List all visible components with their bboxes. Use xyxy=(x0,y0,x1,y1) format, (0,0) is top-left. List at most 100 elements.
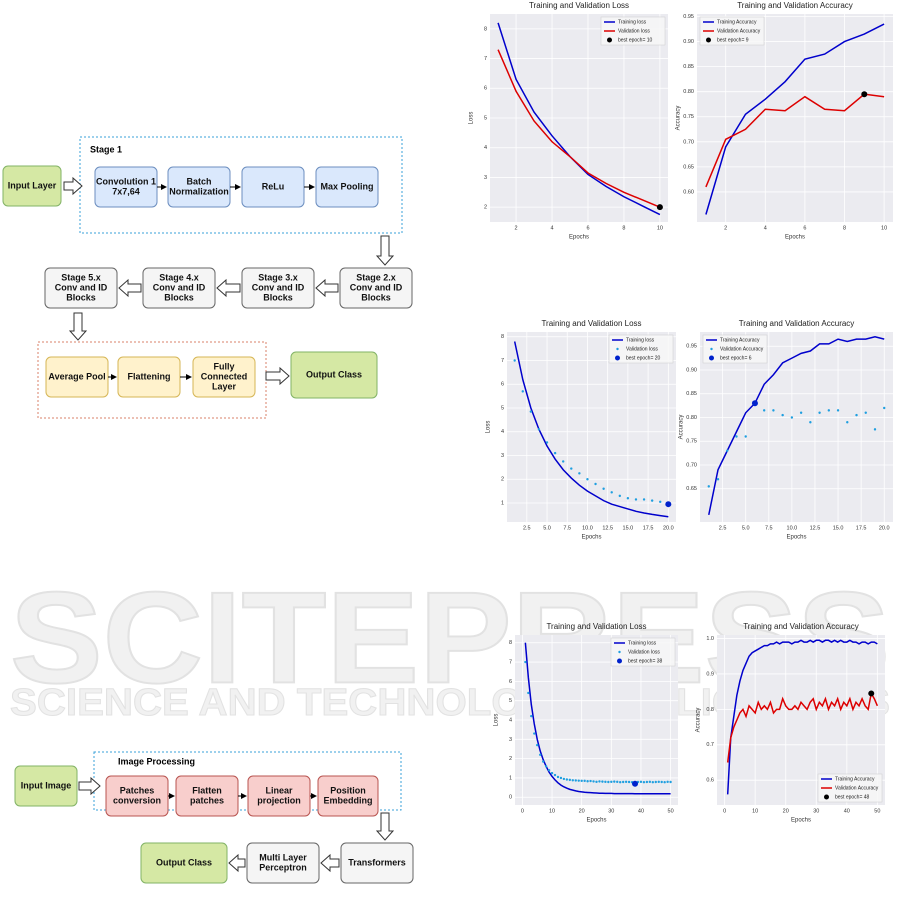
series-marker xyxy=(601,780,604,783)
node-label: Fully xyxy=(213,361,234,371)
series-marker xyxy=(578,472,581,475)
node-label: Stage 2.x xyxy=(356,272,396,282)
legend-label: Training Accuracy xyxy=(720,337,760,343)
node-label: Input Layer xyxy=(8,180,57,190)
x-axis-label: Epochs xyxy=(569,235,589,241)
y-tick-label: 0.90 xyxy=(686,367,697,373)
legend-label: Training Accuracy xyxy=(835,776,875,782)
best-marker xyxy=(656,204,663,211)
chart-title: Training and Validation Accuracy xyxy=(737,1,853,10)
diagram-node: Output Class xyxy=(140,842,228,884)
y-tick-label: 6 xyxy=(509,679,512,685)
y-tick-label: 0.75 xyxy=(683,114,694,120)
series-marker xyxy=(735,435,738,438)
node-box xyxy=(246,842,320,884)
x-tick-label: 10.0 xyxy=(582,525,593,531)
y-axis-label: Accuracy xyxy=(676,106,682,131)
series-marker xyxy=(762,409,766,412)
node-label: Position xyxy=(330,785,366,795)
y-tick-label: 4 xyxy=(509,717,512,723)
node-label: Normalization xyxy=(169,186,229,196)
node-label: Blocks xyxy=(361,292,391,302)
series-line xyxy=(513,341,669,518)
series-marker xyxy=(864,411,867,414)
legend-swatch xyxy=(709,355,714,361)
series-marker xyxy=(627,780,631,784)
series-marker xyxy=(666,780,669,784)
y-tick-label: 3 xyxy=(509,737,512,743)
best-marker xyxy=(665,501,672,508)
series-marker xyxy=(594,482,597,486)
y-tick-label: 0 xyxy=(509,795,512,801)
flow-arrow xyxy=(228,853,246,873)
y-tick-label: 8 xyxy=(484,26,487,32)
series-marker xyxy=(607,780,610,784)
series-marker xyxy=(618,494,622,498)
flow-arrow xyxy=(265,366,290,386)
series-marker xyxy=(570,467,573,470)
legend-swatch xyxy=(710,347,713,351)
series-marker xyxy=(533,732,536,735)
node-label: Transformers xyxy=(348,857,406,867)
series-marker xyxy=(604,780,607,784)
x-tick-label: 20 xyxy=(579,808,585,814)
chart-title: Training and Validation Loss xyxy=(546,622,646,631)
x-tick-label: 5.0 xyxy=(742,525,750,531)
series-marker xyxy=(547,769,551,772)
series-marker xyxy=(577,779,580,782)
series-marker xyxy=(616,780,619,784)
y-tick-label: 0.70 xyxy=(683,139,694,145)
diagram-node: Flattening xyxy=(117,356,181,398)
series-marker xyxy=(716,478,720,481)
flow-arrow xyxy=(320,853,340,873)
y-tick-label: 8 xyxy=(509,640,512,646)
x-tick-label: 10 xyxy=(881,225,887,231)
legend-swatch xyxy=(617,658,622,664)
group-title: Stage 1 xyxy=(90,144,122,154)
flow-arrow xyxy=(78,776,101,796)
legend-swatch xyxy=(706,37,711,43)
series-marker xyxy=(565,778,569,781)
series-marker xyxy=(657,780,660,784)
series-marker xyxy=(537,428,541,431)
x-tick-label: 30 xyxy=(608,808,614,814)
node-label: Perceptron xyxy=(259,862,307,872)
group-title: Image Processing xyxy=(118,756,195,766)
chart-title: Training and Validation Accuracy xyxy=(743,622,859,631)
series-marker xyxy=(707,485,710,488)
legend-label: Validation loss xyxy=(626,346,658,352)
y-tick-label: 2 xyxy=(509,756,512,762)
legend-label: Validation loss xyxy=(618,28,650,34)
legend-swatch xyxy=(824,794,829,800)
x-axis-label: Epochs xyxy=(785,235,805,241)
x-tick-label: 30 xyxy=(813,808,819,814)
node-label: Flattening xyxy=(128,371,171,381)
chart-title: Training and Validation Loss xyxy=(529,1,629,10)
legend-label: best epoch= 48 xyxy=(835,794,870,800)
series-marker xyxy=(855,413,858,417)
y-tick-label: 0.85 xyxy=(683,64,694,70)
x-tick-label: 20.0 xyxy=(879,525,890,531)
series-marker xyxy=(613,780,616,783)
x-tick-label: 2.5 xyxy=(719,525,727,531)
node-label: Input Image xyxy=(21,780,72,790)
y-tick-label: 2 xyxy=(501,477,504,483)
x-tick-label: 6 xyxy=(586,225,589,231)
x-axis-label: Epochs xyxy=(786,535,806,541)
diagram-node: Transformers xyxy=(340,842,414,884)
flow-arrow xyxy=(375,812,395,841)
node-box xyxy=(317,775,379,817)
series-marker xyxy=(648,780,652,784)
node-box xyxy=(339,267,413,309)
series-marker xyxy=(659,500,662,504)
y-tick-label: 3 xyxy=(484,175,487,181)
x-tick-label: 10 xyxy=(657,225,663,231)
y-axis-label: Loss xyxy=(469,112,475,125)
best-marker xyxy=(751,400,758,407)
